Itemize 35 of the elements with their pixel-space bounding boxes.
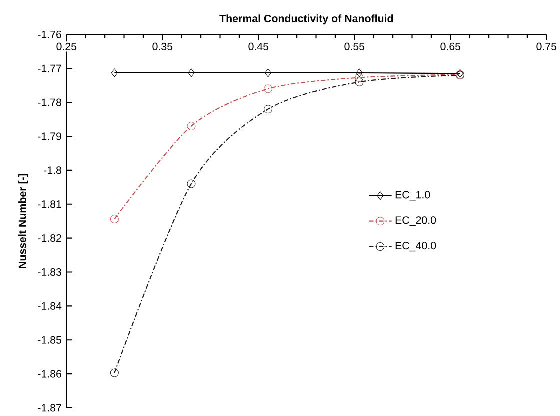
point [264,105,273,114]
x-tick-label: 0.65 [440,42,461,50]
y-tick-label: -1.85 [38,336,62,344]
point [265,68,272,78]
point [264,84,273,94]
x-tick-label: 0.25 [56,42,77,50]
point [188,68,195,78]
y-tick-label: -1.84 [38,302,62,310]
y-tick-label: -1.78 [38,98,62,106]
point [355,78,364,86]
point [110,368,119,378]
point [111,68,118,78]
point [187,122,196,131]
y-tick-label: -1.83 [38,268,62,276]
y-tick-label: -1.86 [38,370,62,378]
point [187,180,196,188]
y-tick-label: -1.76 [38,30,62,38]
point [356,68,363,78]
point [110,215,119,224]
y-tick-label: -1.77 [38,64,62,72]
x-tick-label: 0.35 [152,42,173,50]
y-axis-title: Nusselt Number [-] [18,174,28,268]
y-tick-label: -1.8 [44,166,62,174]
y-tick-label: -1.81 [38,200,62,208]
x-tick-label: 0.55 [344,42,365,50]
point [355,73,364,82]
y-tick-label: -1.79 [38,132,62,140]
legend-label: EC_20.0 [396,216,436,226]
x-tick-label: 0.75 [536,42,557,50]
x-tick-label: 0.45 [248,42,269,50]
legend-label: EC_40.0 [396,242,436,252]
chart-title: Thermal Conductivity of Nanofluid [220,14,394,25]
legend-label: EC_1.0 [396,191,430,201]
y-tick-label: -1.82 [38,234,62,242]
y-tick-label: -1.87 [38,404,62,412]
